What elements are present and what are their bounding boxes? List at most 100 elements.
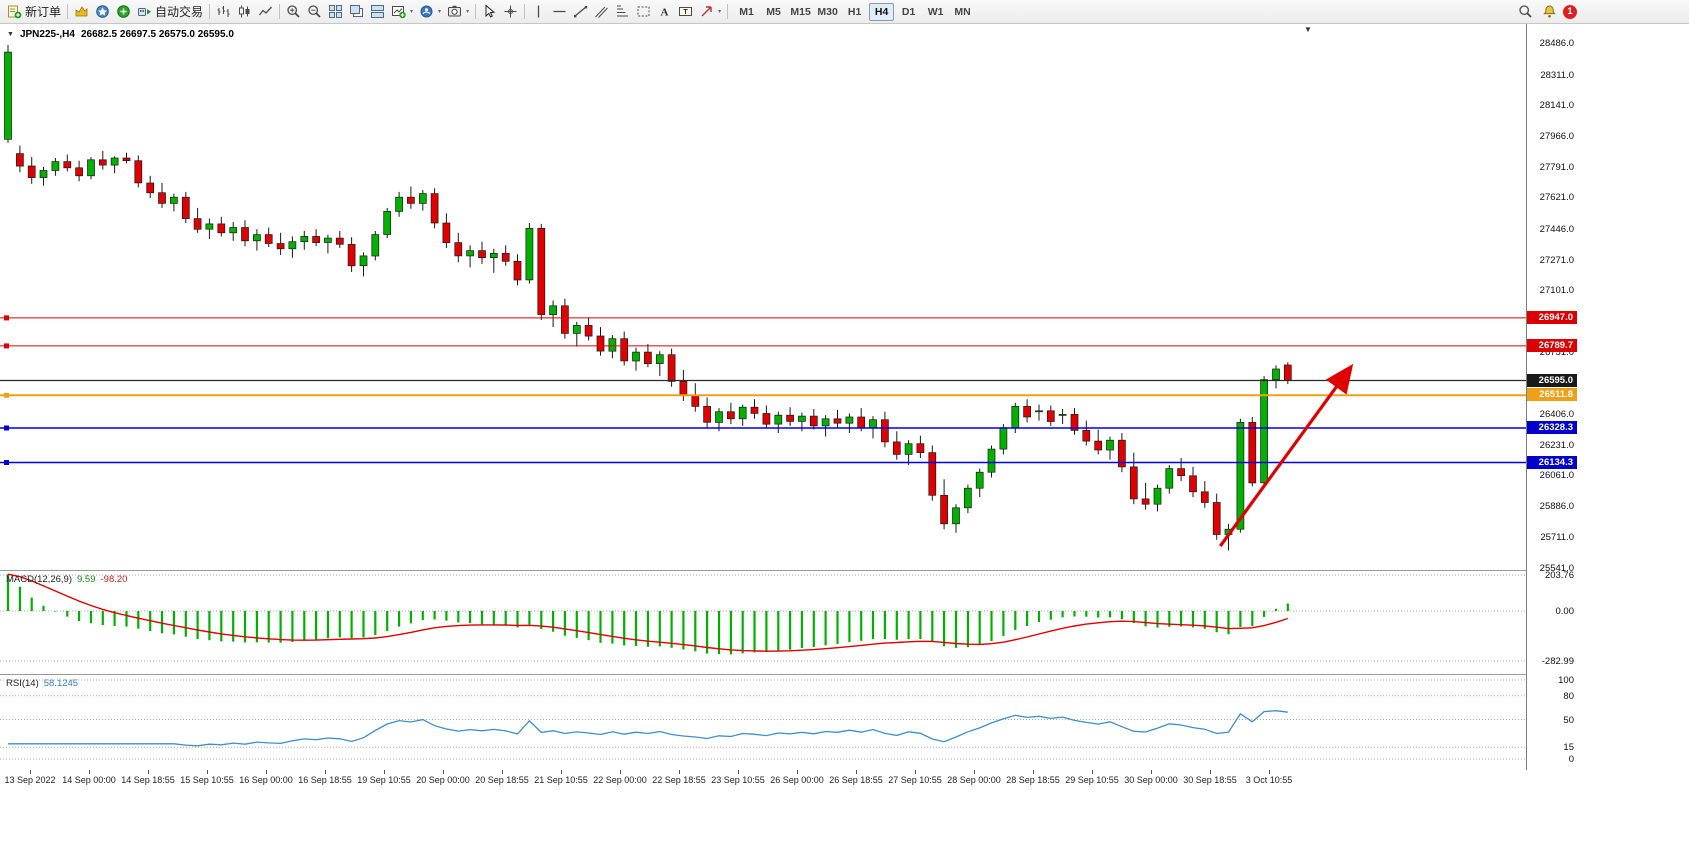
market-watch-icon: [75, 6, 88, 17]
dropdown-arrow-icon: ▾: [410, 9, 414, 15]
vertical-line-button[interactable]: [528, 2, 549, 22]
time-tick: [974, 770, 975, 774]
alerts-button[interactable]: [1539, 2, 1560, 22]
chart-window[interactable]: ▼ JPN225-,H4 26682.5 26697.5 26575.0 265…: [0, 24, 1578, 853]
notification-badge[interactable]: 1: [1563, 4, 1577, 19]
dropdown-arrow-icon: ▾: [438, 9, 442, 15]
macd-label: MACD(12,26,9) 9.59 -98.20: [6, 574, 127, 585]
candlestick-chart-button[interactable]: [234, 2, 255, 22]
text-button[interactable]: A: [654, 2, 675, 22]
panel-resize-handle[interactable]: [0, 570, 1578, 571]
price-tick: 26231.0: [1539, 439, 1574, 451]
cascade-windows-button[interactable]: [346, 2, 367, 22]
rsi-panel-canvas[interactable]: [0, 674, 1526, 770]
time-label: 16 Sep 18:55: [298, 775, 352, 785]
time-axis[interactable]: 13 Sep 2022 14 Sep 00:00 14 Sep 18:55 15 Se…: [0, 770, 1578, 792]
macd-scale-label: 0.00: [1555, 606, 1575, 617]
price-axis[interactable]: 28486.0 28311.0 28141.0 27966.0 27791.0 27621…: [1526, 24, 1578, 770]
timeframe-m1[interactable]: M1: [739, 5, 754, 18]
toolbar-separator: [727, 4, 729, 19]
templates-button[interactable]: ▾: [444, 2, 472, 22]
timeframe-group: M1 M5 M15 M30 H1 H4 D1 W1 MN: [733, 2, 976, 21]
rsi-name: RSI(14): [6, 678, 39, 689]
dropdown-arrow-icon: ▾: [466, 9, 470, 15]
time-label: 20 Sep 18:55: [475, 775, 529, 785]
time-tick: [1092, 770, 1093, 774]
time-label: 26 Sep 00:00: [770, 775, 824, 785]
autotrading-icon: [138, 8, 152, 16]
chart-title: ▼ JPN225-,H4 26682.5 26697.5 26575.0 265…: [7, 29, 234, 40]
text-label-button[interactable]: T: [675, 2, 696, 22]
line-chart-button[interactable]: [255, 2, 276, 22]
line-chart-icon: [259, 6, 273, 16]
panel-resize-handle[interactable]: [0, 674, 1578, 675]
time-tick: [738, 770, 739, 774]
time-label: 29 Sep 10:55: [1065, 775, 1119, 785]
price-tag: 26595.0: [1527, 373, 1577, 387]
trendline-button[interactable]: [570, 2, 591, 22]
zoom-out-button[interactable]: [304, 2, 325, 22]
zoom-in-button[interactable]: [283, 2, 304, 22]
arrows-button[interactable]: ▾: [696, 2, 724, 22]
tile-windows-icon: [329, 5, 343, 18]
time-label: 22 Sep 00:00: [593, 775, 647, 785]
time-tick: [1210, 770, 1211, 774]
search-button[interactable]: [1515, 2, 1536, 22]
time-label: 23 Sep 10:55: [711, 775, 765, 785]
timeframe-mn[interactable]: MN: [954, 5, 971, 18]
time-tick: [443, 770, 444, 774]
timeframe-d1[interactable]: D1: [901, 5, 916, 18]
rsi-value: 58.1245: [43, 678, 79, 689]
macd-name: MACD(12,26,9): [6, 574, 72, 585]
timeframe-m15[interactable]: M15: [790, 5, 811, 18]
crosshair-icon: [504, 5, 517, 18]
cursor-button[interactable]: [479, 2, 500, 22]
price-chart-canvas[interactable]: [0, 24, 1526, 570]
horizontal-line-button[interactable]: [549, 2, 570, 22]
autotrading-button[interactable]: 自动交易: [134, 2, 206, 22]
rsi-scale-label: 80: [1563, 690, 1574, 702]
fibonacci-icon: [617, 5, 629, 17]
bar-chart-button[interactable]: [213, 2, 234, 22]
time-tick: [325, 770, 326, 774]
timeframe-h4[interactable]: H4: [869, 2, 895, 21]
macd-panel-canvas[interactable]: [0, 570, 1526, 674]
timeframe-w1[interactable]: W1: [927, 5, 944, 18]
price-tick: 28311.0: [1540, 69, 1574, 81]
text-icon: A: [661, 7, 669, 19]
arrange-windows-button[interactable]: [367, 2, 388, 22]
price-tick: 25886.0: [1539, 501, 1574, 513]
fibonacci-button[interactable]: [612, 2, 633, 22]
channel-button[interactable]: [591, 2, 612, 22]
ohlc-values: 26682.5 26697.5 26575.0 26595.0: [80, 29, 234, 40]
terminal-button[interactable]: [113, 2, 134, 22]
new-chart-button[interactable]: ▾: [388, 2, 416, 22]
price-tick: 27966.0: [1539, 130, 1574, 142]
text-label-icon: T: [679, 7, 693, 16]
main-toolbar: 新订单 自动交易 ▾ ▾ ▾ A T ▾: [0, 0, 1689, 24]
market-watch-button[interactable]: [71, 2, 92, 22]
time-label: 13 Sep 2022: [4, 775, 56, 785]
time-label: 28 Sep 18:55: [1006, 775, 1060, 785]
profiles-button[interactable]: ▾: [416, 2, 444, 22]
svg-text:A: A: [661, 7, 669, 19]
shapes-button[interactable]: [633, 2, 654, 22]
navigator-button[interactable]: [92, 2, 113, 22]
shapes-icon: [637, 6, 650, 17]
time-tick: [384, 770, 385, 774]
dropdown-arrow-icon: ▾: [718, 9, 722, 15]
timeframe-h1[interactable]: H1: [847, 5, 862, 18]
new-order-button[interactable]: 新订单: [4, 2, 64, 22]
timeframe-m5[interactable]: M5: [766, 5, 781, 18]
price-tick: 27621.0: [1539, 192, 1574, 204]
symbol-period: JPN225-,H4: [19, 29, 75, 40]
crosshair-button[interactable]: [500, 2, 521, 22]
tile-windows-button[interactable]: [325, 2, 346, 22]
price-tick: 26751.0: [1539, 347, 1574, 359]
chart-dropdown-icon[interactable]: ▼: [7, 31, 14, 38]
bell-icon: [1542, 5, 1557, 18]
timeframe-m30[interactable]: M30: [817, 5, 838, 18]
rsi-scale-label: 15: [1563, 742, 1574, 754]
chart-shift-marker[interactable]: ▼: [1304, 25, 1312, 34]
